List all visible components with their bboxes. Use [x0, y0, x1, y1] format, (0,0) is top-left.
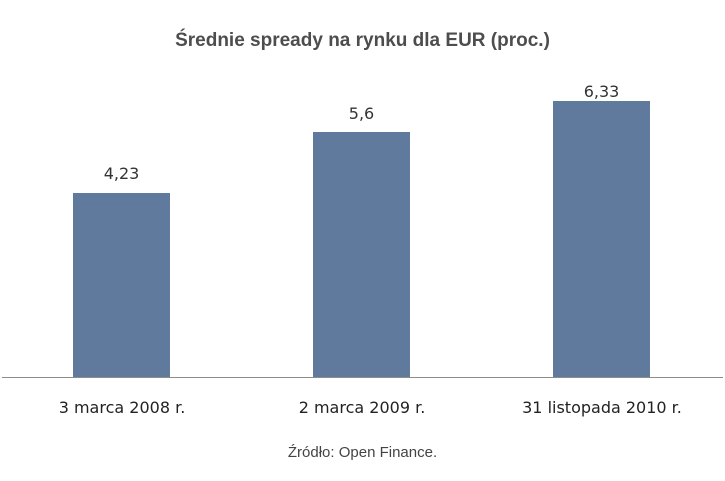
value-label-1: 5,6	[348, 104, 375, 123]
bar-2	[553, 101, 650, 378]
source-note: Źródło: Open Finance.	[287, 444, 438, 461]
category-label-1: 2 marca 2009 r.	[298, 398, 426, 417]
bar-0	[73, 193, 170, 378]
x-axis-line	[2, 377, 723, 378]
chart-title: Średnie spready na rynku dla EUR (proc.)	[175, 30, 550, 51]
bar-1	[313, 132, 410, 378]
category-label-2: 31 listopada 2010 r.	[522, 398, 682, 417]
category-label-0: 3 marca 2008 r.	[58, 398, 186, 417]
value-label-0: 4,23	[103, 164, 140, 183]
value-label-2: 6,33	[583, 82, 620, 101]
